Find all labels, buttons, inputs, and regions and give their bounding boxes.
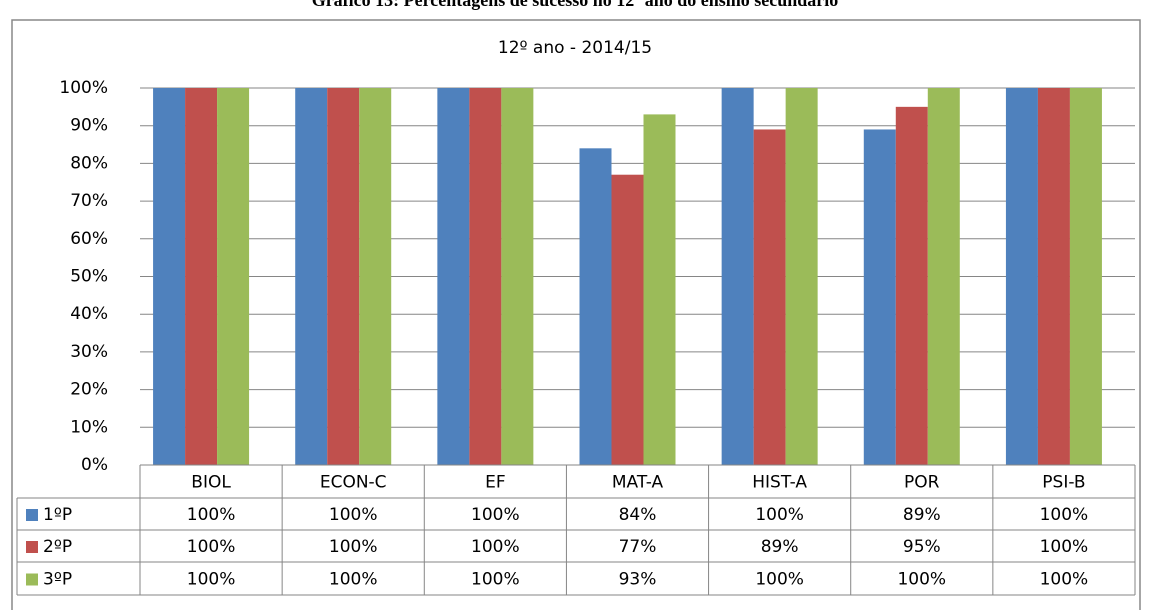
table-value: 100%: [187, 570, 236, 590]
bar: [327, 88, 360, 465]
table-value: 89%: [903, 505, 941, 525]
table-value: 100%: [471, 505, 520, 525]
table-value: 100%: [187, 505, 236, 525]
bar: [753, 129, 786, 465]
bar: [437, 88, 470, 465]
legend-swatch: [26, 541, 38, 553]
y-tick-label: 40%: [70, 304, 108, 324]
table-value: 100%: [1040, 537, 1089, 557]
bar: [1037, 88, 1070, 465]
table-value: 100%: [329, 570, 378, 590]
x-tick-label: BIOL: [191, 473, 231, 493]
bar: [579, 148, 612, 465]
y-tick-label: 20%: [70, 380, 108, 400]
y-tick-label: 50%: [70, 267, 108, 287]
bar: [501, 88, 534, 465]
table-value: 89%: [761, 537, 799, 557]
x-tick-label: POR: [904, 473, 940, 493]
table-value: 100%: [1040, 505, 1089, 525]
legend-swatch: [26, 573, 38, 586]
bar: [1005, 88, 1038, 465]
y-tick-label: 70%: [70, 191, 108, 211]
x-tick-label: PSI-B: [1042, 473, 1085, 493]
bar: [359, 88, 392, 465]
legend-label: 3ºP: [43, 570, 72, 590]
table-value: 100%: [897, 570, 946, 590]
bar: [1069, 88, 1102, 465]
bar: [927, 88, 960, 465]
caption: Gráfico 13: Percentagens de sucesso no 1…: [312, 0, 839, 10]
bar: [895, 106, 928, 465]
bar: [469, 88, 502, 465]
table-value: 100%: [329, 537, 378, 557]
y-tick-label: 30%: [70, 342, 108, 362]
bar: [643, 114, 676, 465]
bar: [185, 88, 218, 465]
table-value: 100%: [471, 537, 520, 557]
table-value: 100%: [187, 537, 236, 557]
table-value: 95%: [903, 537, 941, 557]
bar: [295, 88, 328, 465]
bar: [721, 88, 754, 465]
table-value: 77%: [619, 537, 657, 557]
bar: [217, 88, 250, 465]
table-value: 100%: [755, 570, 804, 590]
table-value: 100%: [329, 505, 378, 525]
bar: [785, 88, 818, 465]
bar: [611, 174, 644, 465]
chart-frame: [11, 19, 1141, 610]
bar: [153, 88, 186, 465]
bar: [863, 129, 896, 465]
y-tick-label: 80%: [70, 153, 108, 173]
table-value: 100%: [1040, 570, 1089, 590]
x-tick-label: MAT-A: [612, 473, 664, 493]
legend-label: 2ºP: [43, 537, 72, 557]
table-value: 93%: [619, 570, 657, 590]
y-tick-label: 100%: [59, 78, 108, 98]
x-tick-label: ECON-C: [320, 473, 387, 493]
legend-label: 1ºP: [43, 505, 72, 525]
legend-swatch: [26, 509, 38, 521]
x-tick-label: EF: [485, 473, 506, 493]
y-tick-label: 0%: [81, 455, 108, 475]
table-value: 100%: [755, 505, 804, 525]
y-tick-label: 60%: [70, 229, 108, 249]
table-value: 100%: [471, 570, 520, 590]
y-tick-label: 90%: [70, 116, 108, 136]
y-tick-label: 10%: [70, 417, 108, 437]
x-tick-label: HIST-A: [752, 473, 807, 493]
chart-title: 12º ano - 2014/15: [498, 38, 652, 58]
table-value: 84%: [619, 505, 657, 525]
